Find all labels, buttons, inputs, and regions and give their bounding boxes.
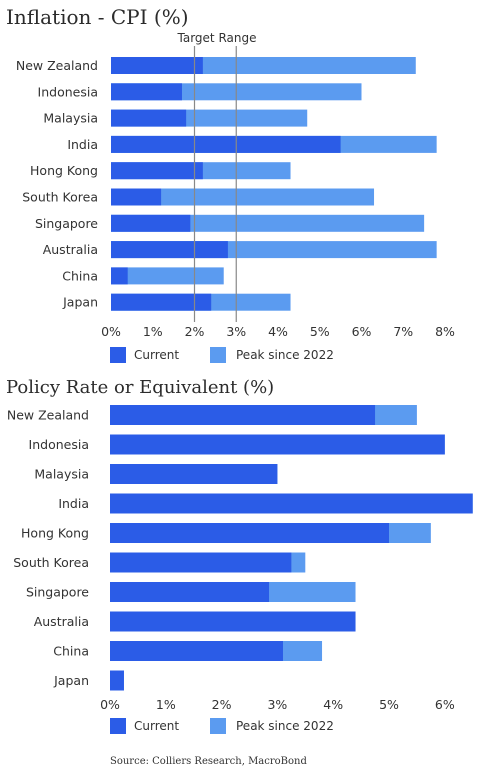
policy-rate-category-label: Indonesia [29, 437, 89, 452]
policy-rate-x-axis-ticks: 0% 1% 2% 3% 4% 5% 6% [100, 697, 455, 712]
cpi-bar-current-japan [111, 293, 212, 311]
policy-rate-bar-current-new-zealand [110, 405, 376, 425]
policy-rate-bar-current-malaysia [110, 464, 278, 484]
cpi-tick-label: 2% [185, 324, 205, 339]
policy-rate-category-label: Japan [53, 673, 89, 688]
cpi-category-label: Japan [62, 295, 98, 310]
target-range-lines [193, 46, 237, 322]
cpi-tick-label: 0% [101, 324, 121, 339]
policy-rate-chart-title: Policy Rate or Equivalent (%) [6, 377, 274, 398]
policy-rate-category-label: Malaysia [34, 467, 89, 482]
legend-label-current: Current [134, 719, 179, 733]
policy-rate-bars [110, 405, 473, 691]
legend-swatch-peak [210, 718, 226, 734]
cpi-category-label: Malaysia [43, 111, 98, 126]
cpi-tick-label: 8% [435, 324, 455, 339]
policy-rate-category-label: South Korea [13, 555, 89, 570]
source-note: Source: Colliers Research, MacroBond [110, 756, 307, 767]
cpi-tick-label: 5% [310, 324, 330, 339]
policy-rate-category-label: Australia [34, 614, 89, 629]
policy-rate-tick-label: 5% [379, 697, 399, 712]
policy-rate-category-label: India [58, 496, 89, 511]
cpi-bars [111, 57, 437, 311]
policy-rate-category-label: China [53, 644, 89, 659]
cpi-tick-label: 6% [352, 324, 372, 339]
cpi-bar-current-malaysia [111, 109, 187, 127]
cpi-tick-label: 3% [226, 324, 246, 339]
policy-rate-tick-label: 1% [156, 697, 176, 712]
policy-rate-bar-current-singapore [110, 582, 270, 602]
legend-label-peak: Peak since 2022 [236, 719, 334, 733]
policy-rate-category-label: Singapore [26, 585, 89, 600]
policy-rate-legend: Current Peak since 2022 [110, 718, 334, 734]
policy-rate-bar-current-australia [110, 611, 356, 632]
cpi-bar-current-australia [111, 241, 228, 259]
cpi-x-axis-ticks: 0% 1% 2% 3% 4% 5% 6% 7% 8% [101, 324, 455, 339]
cpi-bar-current-indonesia [111, 83, 182, 101]
legend-label-current: Current [134, 348, 179, 362]
cpi-tick-label: 1% [143, 324, 163, 339]
policy-rate-bar-current-japan [110, 670, 124, 691]
cpi-category-label: New Zealand [16, 58, 98, 73]
policy-rate-tick-label: 2% [212, 697, 232, 712]
cpi-bar-current-china [111, 267, 128, 285]
policy-rate-bar-current-hong-kong [110, 523, 389, 543]
cpi-bar-current-hong-kong [111, 162, 203, 180]
cpi-category-labels: New Zealand Indonesia Malaysia India Hong Ko… [16, 58, 98, 310]
cpi-legend: Current Peak since 2022 [110, 347, 334, 363]
policy-rate-bar-current-south-korea [110, 552, 292, 573]
cpi-tick-label: 7% [393, 324, 413, 339]
cpi-bar-peak-china [111, 267, 224, 285]
legend-swatch-current [110, 718, 126, 734]
cpi-bar-current-new-zealand [111, 57, 203, 74]
cpi-bar-current-singapore [111, 214, 191, 232]
cpi-category-label: Singapore [35, 216, 98, 231]
cpi-tick-label: 4% [268, 324, 288, 339]
cpi-category-label: Indonesia [38, 84, 98, 99]
policy-rate-bar-current-china [110, 641, 283, 661]
cpi-category-label: India [67, 137, 98, 152]
cpi-category-label: Australia [43, 242, 98, 257]
policy-rate-bar-current-indonesia [110, 434, 445, 455]
policy-rate-bar-current-india [110, 493, 473, 514]
legend-label-peak: Peak since 2022 [236, 348, 334, 362]
target-range-label: Target Range [177, 31, 257, 45]
cpi-bar-peak-south-korea [111, 188, 375, 206]
cpi-category-label: Hong Kong [30, 163, 98, 178]
policy-rate-tick-label: 0% [100, 697, 120, 712]
policy-rate-category-label: New Zealand [7, 408, 89, 423]
policy-rate-category-labels: New Zealand Indonesia Malaysia India Hong Ko… [7, 408, 89, 689]
policy-rate-tick-label: 6% [435, 697, 455, 712]
cpi-category-label: South Korea [22, 190, 98, 205]
cpi-bar-current-india [111, 135, 341, 153]
legend-swatch-current [110, 347, 126, 363]
legend-swatch-peak [210, 347, 226, 363]
cpi-category-label: China [62, 268, 98, 283]
policy-rate-category-label: Hong Kong [21, 526, 89, 541]
cpi-bar-current-south-korea [111, 188, 162, 206]
policy-rate-tick-label: 3% [267, 697, 287, 712]
cpi-chart-title: Inflation - CPI (%) [6, 5, 189, 29]
policy-rate-tick-label: 4% [323, 697, 343, 712]
